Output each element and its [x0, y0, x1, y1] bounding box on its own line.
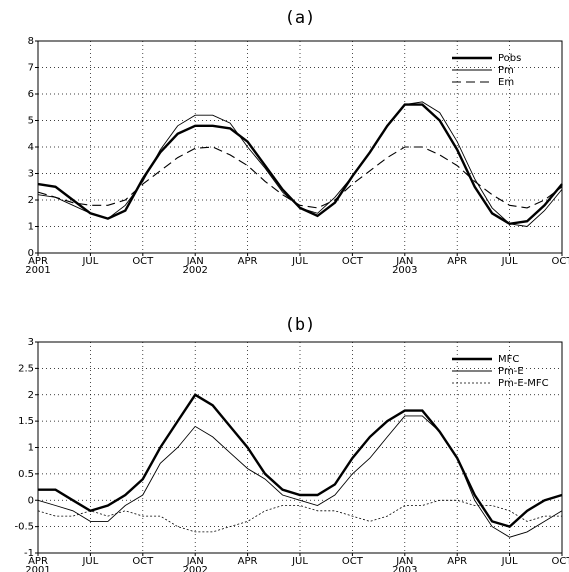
- y-tick-label: 3: [28, 169, 34, 180]
- x-tick-year: 2001: [25, 565, 50, 572]
- x-tick-label: OCT: [552, 556, 569, 567]
- x-tick-label: JUL: [81, 556, 98, 567]
- panel-title: (b): [285, 315, 316, 335]
- legend-label: Pm-E: [498, 366, 524, 377]
- series-line: [37, 415, 563, 538]
- legend-label: Pobs: [498, 53, 521, 64]
- panel-title: (a): [285, 8, 316, 28]
- y-tick-label: 3: [28, 337, 34, 348]
- y-tick-label: -1: [24, 548, 34, 559]
- y-tick-label: 2: [28, 390, 34, 401]
- x-tick-year: 2003: [392, 565, 417, 572]
- series-line: [37, 499, 562, 533]
- x-tick-label: APR: [447, 256, 467, 267]
- y-tick-label: 2.5: [18, 363, 34, 374]
- x-tick-label: JAN: [395, 256, 413, 267]
- x-tick-year: 2003: [392, 265, 417, 276]
- x-tick-label: OCT: [342, 256, 364, 267]
- y-tick-label: 4: [28, 142, 34, 153]
- y-tick-label: 0: [28, 495, 34, 506]
- x-tick-label: JUL: [501, 256, 518, 267]
- legend-label: Em: [498, 77, 514, 88]
- x-tick-label: JUL: [501, 556, 518, 567]
- x-tick-label: APR: [238, 256, 258, 267]
- x-tick-year: 2001: [25, 265, 50, 276]
- x-tick-label: APR: [447, 556, 467, 567]
- x-tick-label: APR: [28, 556, 48, 567]
- series-line: [38, 393, 563, 528]
- y-tick-label: 7: [28, 63, 34, 74]
- legend-label: Pm-E-MFC: [498, 378, 549, 389]
- y-tick-label: 5: [28, 116, 34, 127]
- x-tick-label: APR: [238, 556, 258, 567]
- x-tick-label: JAN: [186, 256, 204, 267]
- plot-frame: [37, 40, 563, 254]
- x-tick-label: JAN: [395, 556, 413, 567]
- x-tick-label: JUL: [81, 256, 98, 267]
- y-tick-label: 8: [28, 36, 34, 47]
- series-line: [37, 146, 563, 209]
- y-tick-label: 1: [28, 443, 34, 454]
- x-tick-label: OCT: [132, 256, 154, 267]
- x-tick-label: APR: [28, 256, 48, 267]
- x-tick-label: OCT: [342, 556, 364, 567]
- y-tick-label: 2: [28, 195, 34, 206]
- y-tick-label: 0.5: [18, 469, 34, 480]
- x-tick-label: OCT: [132, 556, 154, 567]
- legend-label: MFC: [498, 354, 519, 365]
- x-tick-label: JUL: [291, 556, 308, 567]
- y-tick-label: -0.5: [14, 522, 34, 533]
- x-tick-year: 2002: [182, 565, 207, 572]
- y-tick-label: 6: [28, 89, 34, 100]
- x-tick-label: JAN: [186, 556, 204, 567]
- y-tick-label: 1: [28, 222, 34, 233]
- y-tick-label: 0: [28, 248, 34, 259]
- legend-label: Pm: [498, 65, 514, 76]
- x-tick-label: OCT: [552, 256, 569, 267]
- plot-frame: [37, 341, 563, 554]
- series-line: [37, 101, 563, 227]
- x-tick-label: JUL: [291, 256, 308, 267]
- x-tick-year: 2002: [182, 265, 207, 276]
- y-tick-label: 1.5: [18, 416, 34, 427]
